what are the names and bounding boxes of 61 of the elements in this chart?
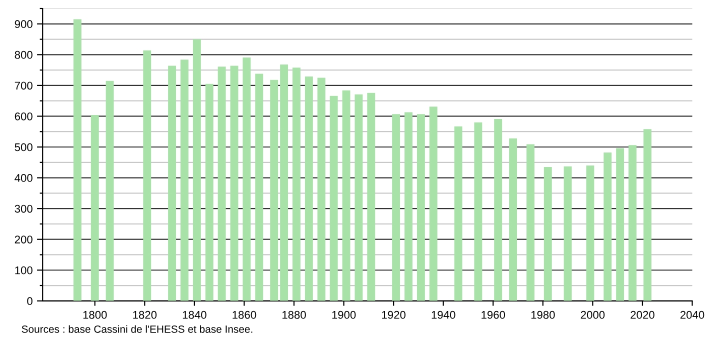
bar <box>367 92 376 301</box>
bar <box>218 66 226 301</box>
y-tick-label: 400 <box>14 174 32 182</box>
x-tick-label: 1800 <box>83 310 107 319</box>
x-tick-label: 1940 <box>432 310 456 319</box>
bar <box>454 126 462 301</box>
x-tick-label: 1840 <box>182 310 206 319</box>
x-tick-label: 1880 <box>282 310 306 319</box>
x-tick-label: 1860 <box>232 310 256 319</box>
bar <box>168 66 176 301</box>
bar <box>628 145 636 301</box>
bar <box>280 64 288 301</box>
x-tick-label: 1920 <box>382 310 406 319</box>
bar <box>429 106 438 301</box>
source-note: Sources : base Cassini de l'EHESS et base Insee. <box>22 325 252 333</box>
bar <box>143 50 152 301</box>
bar <box>604 152 612 301</box>
bar <box>564 166 572 301</box>
bar <box>330 96 338 301</box>
bar <box>192 39 201 301</box>
y-tick-label: 700 <box>14 82 32 90</box>
x-tick-label: 1960 <box>482 310 506 319</box>
bar <box>526 144 534 301</box>
bar <box>404 112 412 301</box>
bar <box>304 76 313 301</box>
y-tick-label: 800 <box>14 50 32 59</box>
x-tick-label: 2020 <box>630 310 654 319</box>
bar <box>292 68 300 301</box>
y-tick-label: 0 <box>27 297 32 306</box>
bar <box>242 57 251 301</box>
bar <box>616 148 624 301</box>
y-tick-label: 100 <box>15 266 32 274</box>
bar <box>643 129 652 301</box>
bar <box>392 114 400 301</box>
bar <box>106 80 114 301</box>
bar <box>255 74 264 301</box>
y-tick-label: 500 <box>14 143 32 152</box>
bar <box>474 122 482 301</box>
y-tick-label: 200 <box>14 236 32 244</box>
bar <box>509 138 518 301</box>
bar <box>354 94 363 301</box>
x-tick-label: 1900 <box>332 310 356 319</box>
y-tick-label: 600 <box>14 112 32 120</box>
bar <box>180 60 188 301</box>
bar <box>230 66 238 301</box>
bar <box>205 84 214 301</box>
bar <box>90 114 99 301</box>
bar <box>586 165 594 301</box>
x-tick-label: 2000 <box>580 310 605 319</box>
bar <box>416 114 425 301</box>
bar <box>544 167 552 301</box>
x-tick-label: 1820 <box>133 310 157 319</box>
bar <box>342 90 350 301</box>
bar <box>270 80 278 301</box>
bar <box>73 19 82 301</box>
x-tick-label: 1980 <box>531 310 555 319</box>
x-tick-label: 2040 <box>680 310 704 319</box>
bar <box>494 118 502 301</box>
y-tick-label: 900 <box>14 20 32 28</box>
bar <box>317 78 326 301</box>
y-tick-label: 300 <box>14 204 32 213</box>
